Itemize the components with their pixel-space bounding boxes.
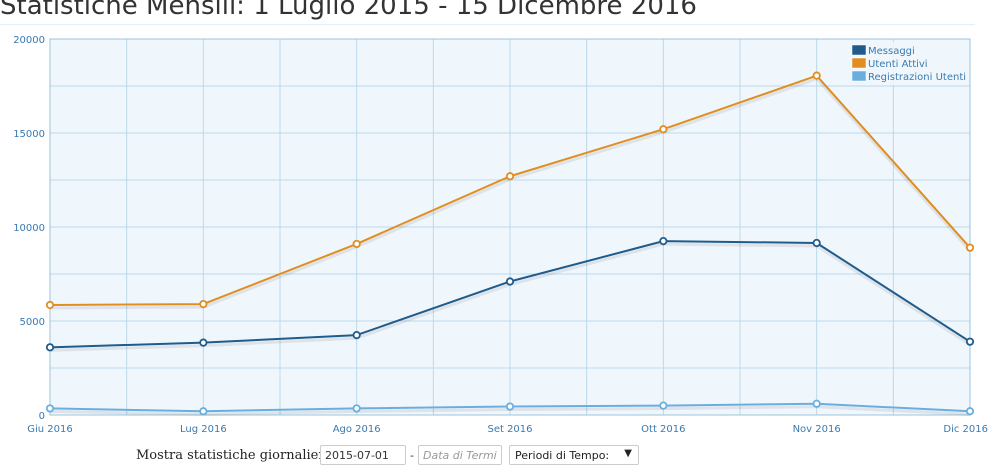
data-point [199, 299, 208, 309]
filter-bar: Mostra statistiche giornaliere dal: - Pe… [0, 444, 989, 465]
data-point [199, 407, 208, 416]
legend-label: Messaggi [868, 46, 915, 57]
data-point [45, 343, 55, 352]
data-point [659, 237, 668, 246]
page-title: Statistiche Mensili: 1 Luglio 2015 - 15 … [0, 0, 697, 21]
y-tick-label: 0 [39, 411, 45, 422]
x-tick-label: Ago 2016 [333, 424, 381, 435]
y-tick-label: 5000 [20, 317, 45, 328]
data-point [45, 404, 55, 413]
data-point [199, 338, 208, 347]
x-tick-label: Lug 2016 [180, 424, 227, 435]
title-divider [0, 24, 975, 25]
legend-swatch [851, 57, 867, 69]
period-select[interactable]: Periodi di Tempo: ▼ [509, 445, 639, 465]
x-tick-label: Ott 2016 [641, 424, 685, 435]
data-point [659, 401, 668, 410]
data-point [352, 404, 361, 413]
start-date-input[interactable] [320, 445, 406, 465]
y-tick-label: 20000 [13, 35, 45, 46]
data-point [965, 243, 975, 252]
data-point [965, 337, 975, 346]
legend-label: Utenti Attivi [868, 59, 928, 70]
data-point [45, 300, 55, 310]
x-tick-label: Giu 2016 [27, 424, 73, 435]
x-tick-label: Dic 2016 [943, 424, 988, 435]
legend-box [850, 42, 968, 85]
legend-swatch [851, 70, 867, 82]
x-tick-label: Nov 2016 [793, 424, 841, 435]
period-select-label: Periodi di Tempo: [515, 449, 610, 462]
data-point [812, 71, 821, 80]
end-date-input[interactable] [418, 445, 502, 465]
chevron-down-icon: ▼ [624, 448, 632, 459]
data-point [965, 407, 975, 416]
data-point [352, 330, 361, 340]
x-tick-label: Set 2016 [487, 424, 532, 435]
y-tick-label: 15000 [13, 129, 45, 140]
chart-area: 0 5000 10000 15000 20000 Giu 2016 Lug 2016 Ago … [13, 35, 988, 435]
data-point [812, 238, 821, 248]
filter-label: Mostra statistiche giornaliere dal: [136, 448, 361, 463]
data-point [505, 172, 515, 181]
data-point [505, 277, 515, 286]
data-point [352, 239, 361, 249]
date-separator: - [410, 449, 414, 462]
data-point [505, 402, 515, 411]
data-point [659, 125, 668, 134]
y-tick-label: 10000 [13, 223, 45, 234]
plot-border [49, 38, 971, 416]
legend-swatch [851, 44, 867, 56]
legend-label: Registrazioni Utenti [868, 72, 966, 83]
data-point [812, 399, 821, 408]
